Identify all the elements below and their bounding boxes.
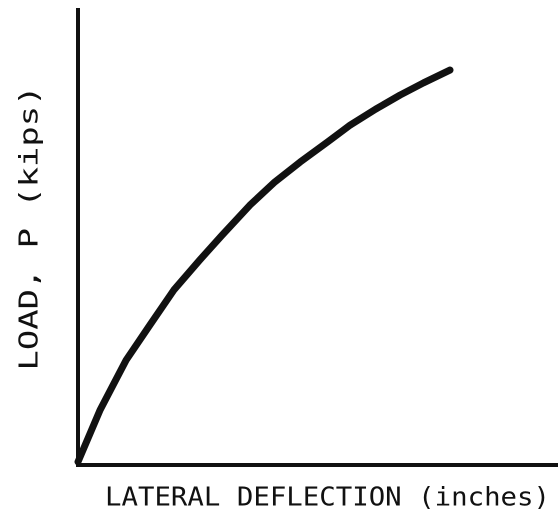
x-axis-label: LATERAL DEFLECTION (inches)	[105, 483, 550, 513]
y-axis-label: LOAD, P (kips)	[15, 86, 45, 371]
curve	[74, 66, 454, 466]
